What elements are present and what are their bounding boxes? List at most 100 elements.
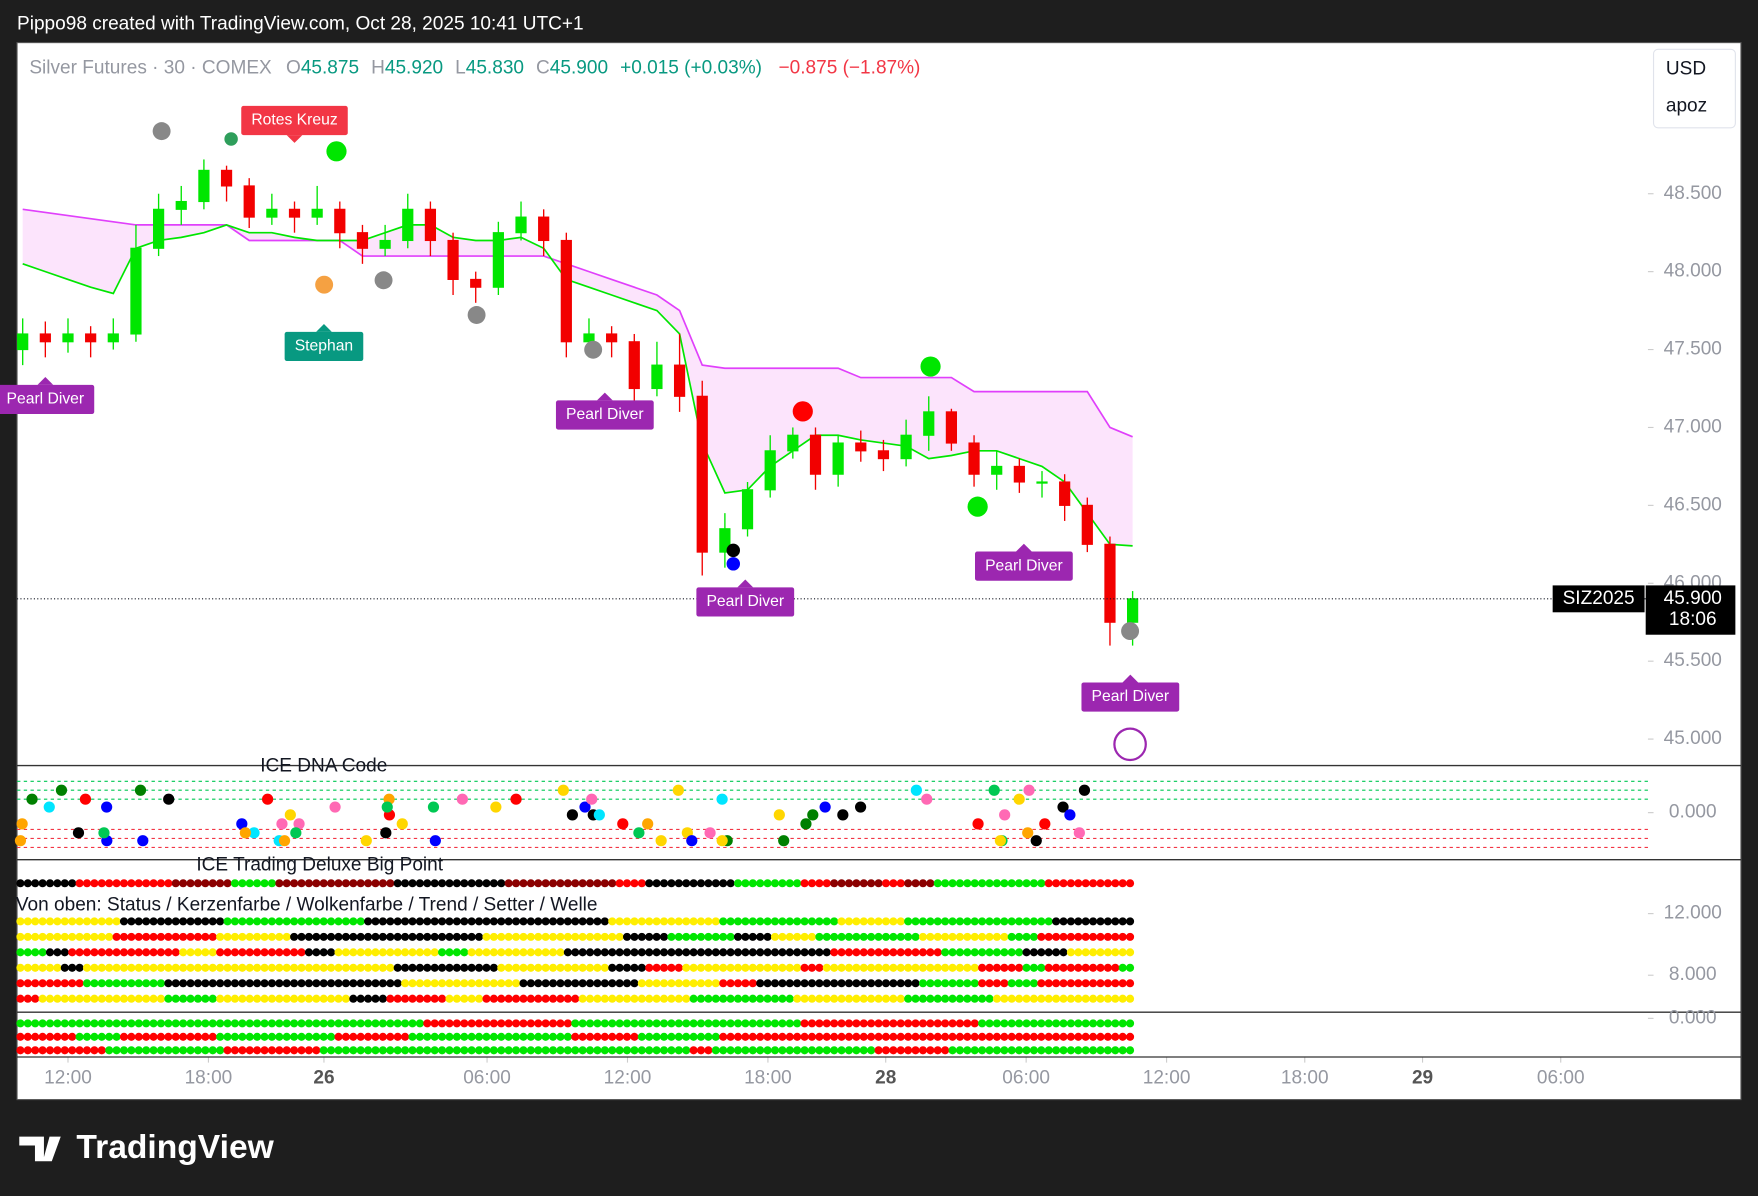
candle-body [968,442,980,475]
state-dot [711,1019,720,1028]
state-dot [16,932,25,941]
state-dot [1015,917,1024,926]
state-dot [1089,1032,1098,1041]
state-dot [1096,1019,1105,1028]
state-dot [652,1046,661,1055]
state-dot [637,948,646,957]
state-dot [475,917,484,926]
user[interactable]: apoz [1666,96,1707,117]
state-dot [415,879,424,888]
state-dot [475,994,484,1003]
state-dot [164,1019,173,1028]
state-dot [822,994,831,1003]
state-dot [60,879,69,888]
state-dot [253,879,262,888]
candle-body [538,216,550,242]
state-dot [415,948,424,957]
currency-box[interactable] [1652,48,1736,129]
annotation: Rotes Kreuz [241,105,348,143]
state-dot [1096,917,1105,926]
state-dot [719,948,728,957]
state-dot [1103,979,1112,988]
state-dot [393,963,402,972]
state-dot [844,1019,853,1028]
state-dot [127,948,136,957]
state-dot [275,1032,284,1041]
state-dot [541,917,550,926]
state-dot [31,963,40,972]
state-dot [622,963,632,972]
state-dot [1096,1046,1105,1055]
state-dot [489,879,498,888]
state-dot [179,994,188,1003]
state-dot [238,1032,247,1041]
state-dot [467,994,476,1003]
legend-label: C [536,57,550,78]
state-dot [571,994,580,1003]
state-dot [304,948,313,957]
state-dot [445,1032,454,1041]
state-dot [38,1019,47,1028]
state-dot [770,917,780,926]
state-dot [874,1046,883,1055]
state-dot [756,879,765,888]
state-dot [60,948,69,957]
state-dot [319,1032,328,1041]
x-tick-label: 06:00 [463,1067,511,1088]
state-dot [341,1019,350,1028]
state-dot [68,1046,77,1055]
state-dot [1059,963,1068,972]
state-dot [1111,917,1120,926]
state-dot [652,917,661,926]
state-dot [378,917,387,926]
state-dot [327,963,336,972]
state-dot [401,994,410,1003]
state-dot [563,994,572,1003]
annotation-box [975,551,1073,581]
state-dot [193,948,202,957]
state-dot [82,932,92,941]
state-dot [763,979,772,988]
state-dot [112,948,121,957]
state-dot [193,917,202,926]
state-dot [970,963,979,972]
state-dot [75,1032,84,1041]
state-dot [245,1032,254,1041]
state-dot [489,917,498,926]
state-dot [1126,1032,1135,1041]
state-dot [223,932,232,941]
state-dot [475,979,484,988]
state-dot [600,948,609,957]
state-dot [430,1019,439,1028]
state-dot [600,963,609,972]
state-dot [645,1046,654,1055]
state-dot [645,1019,654,1028]
candle-body [696,395,708,553]
state-dot [911,917,920,926]
state-dot [682,932,691,941]
logo-mark [19,1136,61,1162]
state-dot [1000,979,1009,988]
state-dot [112,932,121,941]
state-dot [948,917,957,926]
state-dot [615,979,624,988]
state-dot [253,963,262,972]
state-dot [999,809,1011,821]
state-dot [304,1046,313,1055]
state-dot [874,963,883,972]
state-dot [282,1032,291,1041]
currency[interactable]: USD [1666,59,1706,80]
state-dot [253,994,262,1003]
alert-icon[interactable] [1113,727,1147,762]
state-dot [741,879,750,888]
state-dot [689,948,698,957]
state-dot [186,1046,195,1055]
state-dot [341,1032,350,1041]
state-dot [186,879,195,888]
state-dot [297,917,306,926]
state-dot [1029,1019,1038,1028]
state-dot [756,994,765,1003]
candle-body [62,333,74,343]
state-dot [889,1032,898,1041]
